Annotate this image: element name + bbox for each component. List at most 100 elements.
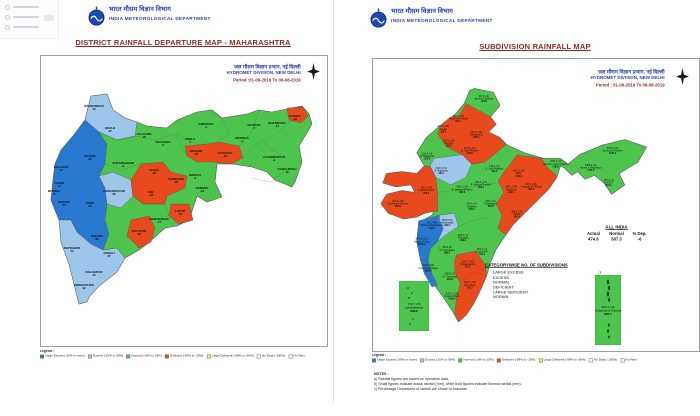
subdivision-label: 402.2 (-25) Bihar 536.3 (513, 170, 525, 178)
legend-item: No Data (-100%) (588, 358, 617, 363)
india-map: 367.3 (-9) Jammu & Kashmir 402.8 355.9 (-29… (380, 88, 647, 323)
district-label: WASHIM -25 (190, 149, 203, 156)
subdivision-label: 354.2 (-2) Coastal A.P. 361.4 (476, 248, 489, 256)
legend-color-swatch (620, 358, 625, 363)
lakshadweep-inset: 740.7 (-5) Lakshadweep 699.9 (399, 281, 429, 331)
page-title: DISTRICT RAINFALL DEPARTURE MAP - MAHARA… (75, 38, 291, 47)
subdivision-label: 458.8 (-2) Telangana 469.8 (458, 234, 470, 242)
district-label: DHULE 32 (105, 126, 115, 133)
district-label: CHANDRAPUR -9 (263, 155, 285, 162)
district-label: PARBHANI -28 (168, 177, 184, 184)
maharashtra-map: NANDURBAR 40 DHULE 32 JALGAON 18 BULDANA 8 AKOLA… (48, 93, 313, 305)
district-label: AHMADNAGAR 30 (103, 189, 126, 196)
district-label: WARDHA -4 (235, 136, 249, 143)
background-list-skeleton[interactable] (0, 0, 59, 39)
legend-color-swatch (372, 358, 376, 363)
small-button-skeleton[interactable] (44, 15, 54, 21)
legend-item: Normal [-19% to 19%] (126, 354, 162, 359)
district-label: RAIGAD 63 (58, 200, 71, 207)
subdivision-label: 758.4 (-9) N.M.M.T. 834.2 (604, 179, 614, 187)
legend-color-swatch (88, 354, 93, 359)
district-label: RATNAGIRI 52 (64, 246, 81, 253)
district-label: MUMBAI 72 (48, 189, 60, 196)
district-label: BHANDARA -14 (268, 121, 286, 128)
legend-color-swatch (538, 358, 543, 363)
island-actual: 965.1 (-2) (601, 305, 614, 309)
compass-icon (676, 68, 689, 85)
hydromet-header: जल मौसम विज्ञान प्रभाग, नई दिल्ली HYDROM… (226, 64, 301, 83)
district-label: JALNA -33 (149, 168, 160, 175)
subdivision-label: 2678.3 (29) Konkan & Goa 2079.5 (414, 238, 430, 246)
district-label: KOLHAPUR 42 (86, 270, 104, 277)
subdivision-label: 288.9 (-2) S.I. Karnataka 294.9 (442, 273, 458, 281)
maharashtra-map-frame: जल मौसम विज्ञान प्रभाग, नई दिल्ली HYDROM… (40, 55, 328, 347)
org-name-english: INDIA METEOROLOGICAL DEPARTMENT (391, 19, 493, 24)
district-label: SINDHUDURG 42 (74, 283, 95, 290)
legend-title: Legend : (40, 350, 54, 354)
imd-logo (88, 6, 105, 26)
legend-item: Excess [ 20% to 59%] (420, 358, 455, 363)
legend-color-swatch (288, 354, 293, 359)
district-label: AKOLA 3 (185, 137, 196, 144)
subdivision-label: 464.4 (-17) E. Madhya Pradesh 562.2 (471, 181, 492, 189)
island-actual: 740.7 (-5) (407, 302, 420, 306)
island-normal: 987.7 (604, 312, 612, 316)
legend-item: Large Deficient [-99% to -60%] (538, 358, 586, 363)
subdivision-label: 1094.2 (-8) Sub-Him. W.B. & Sikkim 1190.4 (543, 160, 568, 168)
legend-color-swatch (165, 354, 169, 359)
categorywise-row: NORAIN0 (492, 295, 601, 300)
subdivision-label: 355.9 (-29) Himachal Pradesh 501.7 (449, 115, 469, 123)
district-label: THANE 73 (54, 181, 64, 188)
panel-maharashtra: भारत मौसम विज्ञान विभाग INDIA METEOROLOG… (0, 0, 333, 416)
all-india-actual: 474.6 (588, 237, 599, 242)
district-label: HINGOLI -9 (189, 173, 202, 180)
andaman-inset: 965.1 (-2) Andaman & Nicobar 987.7 (595, 275, 621, 345)
district-label: SATARA 82 (91, 234, 104, 241)
island-name: Andaman & Nicobar (595, 309, 621, 313)
district-label: SOLAPUR -25 (132, 229, 148, 236)
all-india-col-normal: Normal (609, 231, 624, 236)
subdivision-label: 380.1 (-39) Jharkhand 622.1 (506, 186, 518, 194)
panel-india: भारत मौसम विज्ञान विभाग INDIA METEOROLOG… (336, 0, 700, 416)
categorywise-table: CATEGORYWISE NO. OF SUBDIVISIONS LARGE E… (485, 263, 610, 300)
all-india-col-dep: % Dep. (632, 231, 647, 236)
subdivision-label: 264.3 (-26) Saurashtra & Kutch 359.9 (388, 200, 409, 208)
island-normal: 699.9 (410, 309, 418, 313)
district-label: PUNE 83 (86, 201, 94, 208)
legend-color-swatch (420, 358, 425, 363)
subdivision-label: 144.7 (-24) Tamil Nadu 191.7 (464, 281, 476, 289)
legend-color-swatch (497, 358, 501, 363)
district-label: AURANGABAD -9 (112, 161, 135, 168)
legend-item: Deficient [-59% to -20%] (165, 354, 203, 359)
legend-color-swatch (588, 358, 593, 363)
period-text: Period : 01-06-2019 To 06-08-2019 (596, 82, 665, 88)
district-label: PALGHAR 72 (54, 165, 69, 172)
subdivision-label: 159.7 (-29) Rayalaseema 202.7 (461, 260, 476, 268)
legend-color-swatch (458, 358, 463, 363)
org-name-english: INDIA METEOROLOGICAL DEPARTMENT (109, 17, 211, 22)
subdivision-label: 468.2 (-23) Odisha 606.4 (511, 210, 523, 218)
district-label: AMRAVATI -1 (198, 122, 213, 129)
subdivision-label: 878.3 (-19) Arunachal Pradesh 1078.3 (602, 147, 623, 155)
note-line: b) Small figures indicate actual rainfal… (374, 382, 522, 387)
notes: NOTES : a) Rainfall figures are based on… (374, 372, 700, 392)
note-line: a) Rainfall figures are based on operati… (374, 377, 449, 382)
all-india-summary: ALL INDIA Actual Normal % Dep. 474.6 507… (586, 225, 647, 242)
legend-item: No Rain (288, 354, 305, 359)
hydromet-header: जल मौसम विज्ञान प्रभाग, नई दिल्ली HYDROM… (590, 69, 665, 88)
subdivision-label: 412.9 (-5) E. Uttar Pradesh 434.3 (486, 165, 504, 173)
legend-color-swatch (126, 354, 131, 359)
subdivision-label: 207.3 (-34) Punjab 316.2 (437, 125, 449, 133)
subdivision-label: 402.6 (21) E. Rajasthan 334.1 (435, 167, 449, 175)
island-name: Lakshadweep (405, 306, 424, 310)
district-boundaries (70, 109, 305, 259)
subdivision-label: 566.2 (-9) Chhattisgarh 625.8 (484, 200, 498, 208)
subdivision-label: 404.2 (-29) Gangetic W. Bengal 569.5 (521, 183, 542, 191)
district-label: NASHIK 63 (84, 154, 96, 161)
subdivision-label: 780.2 (44) Madhya Maharashtra 543.7 (421, 222, 444, 230)
legend-item: Large Excess [ 60% or more] (372, 358, 417, 363)
all-india-normal: 507.3 (611, 237, 622, 242)
legend-title: Legend : (372, 354, 386, 358)
legend-item: Large Deficient [-99% to -60%] (206, 354, 254, 359)
page-title: SUBDIVISION RAINFALL MAP (479, 42, 591, 51)
